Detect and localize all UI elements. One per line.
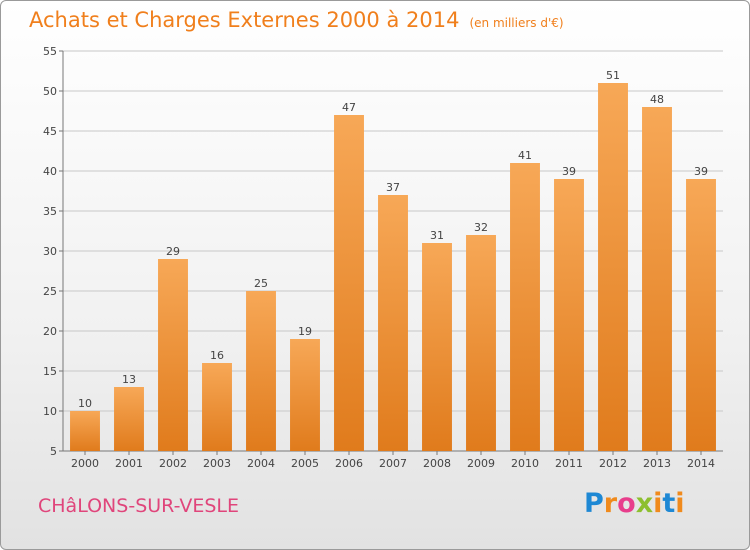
x-tick-label: 2014 (687, 457, 715, 470)
bar (642, 107, 672, 451)
x-tick-label: 2010 (511, 457, 539, 470)
y-tick-label: 10 (43, 405, 57, 418)
y-tick-label: 35 (43, 205, 57, 218)
bar (114, 387, 144, 451)
y-tick-label: 40 (43, 165, 57, 178)
x-tick-label: 2005 (291, 457, 319, 470)
x-tick-label: 2006 (335, 457, 363, 470)
x-tick-label: 2012 (599, 457, 627, 470)
bar (422, 243, 452, 451)
bar-value-label: 47 (342, 101, 356, 114)
x-tick-label: 2013 (643, 457, 671, 470)
bar-value-label: 13 (122, 373, 136, 386)
x-tick-label: 2003 (203, 457, 231, 470)
bar-value-label: 31 (430, 229, 444, 242)
bar-value-label: 51 (606, 69, 620, 82)
bar (70, 411, 100, 451)
y-tick-label: 45 (43, 125, 57, 138)
x-tick-label: 2008 (423, 457, 451, 470)
bar (158, 259, 188, 451)
y-tick-label: 20 (43, 325, 57, 338)
bar-value-label: 39 (562, 165, 576, 178)
bar-value-label: 10 (78, 397, 92, 410)
bar-value-label: 16 (210, 349, 224, 362)
bar (554, 179, 584, 451)
bar (290, 339, 320, 451)
bar-value-label: 41 (518, 149, 532, 162)
bar-value-label: 39 (694, 165, 708, 178)
bar-value-label: 48 (650, 93, 664, 106)
x-tick-label: 2001 (115, 457, 143, 470)
y-tick-label: 55 (43, 45, 57, 58)
y-tick-label: 25 (43, 285, 57, 298)
bar (510, 163, 540, 451)
bar-value-label: 25 (254, 277, 268, 290)
x-tick-label: 2000 (71, 457, 99, 470)
bar (334, 115, 364, 451)
y-tick-label: 15 (43, 365, 57, 378)
city-name: CHâLONS-SUR-VESLE (38, 495, 239, 517)
bar (246, 291, 276, 451)
x-tick-label: 2004 (247, 457, 275, 470)
bar (598, 83, 628, 451)
proxiti-logo: Proxiti (584, 488, 685, 519)
chart-title-text: Achats et Charges Externes 2000 à 2014 (29, 8, 460, 32)
x-tick-label: 2009 (467, 457, 495, 470)
x-tick-label: 2002 (159, 457, 187, 470)
bar (202, 363, 232, 451)
x-tick-label: 2007 (379, 457, 407, 470)
chart-title: Achats et Charges Externes 2000 à 2014 (e… (29, 8, 564, 32)
y-tick-label: 50 (43, 85, 57, 98)
bar-value-label: 32 (474, 221, 488, 234)
bar-value-label: 29 (166, 245, 180, 258)
bar (378, 195, 408, 451)
bar (466, 235, 496, 451)
bar-value-label: 37 (386, 181, 400, 194)
bar (686, 179, 716, 451)
chart-subtitle: (en milliers d'€) (469, 16, 564, 30)
x-tick-label: 2011 (555, 457, 583, 470)
bar-value-label: 19 (298, 325, 312, 338)
y-tick-label: 30 (43, 245, 57, 258)
y-tick-label: 5 (50, 445, 57, 458)
